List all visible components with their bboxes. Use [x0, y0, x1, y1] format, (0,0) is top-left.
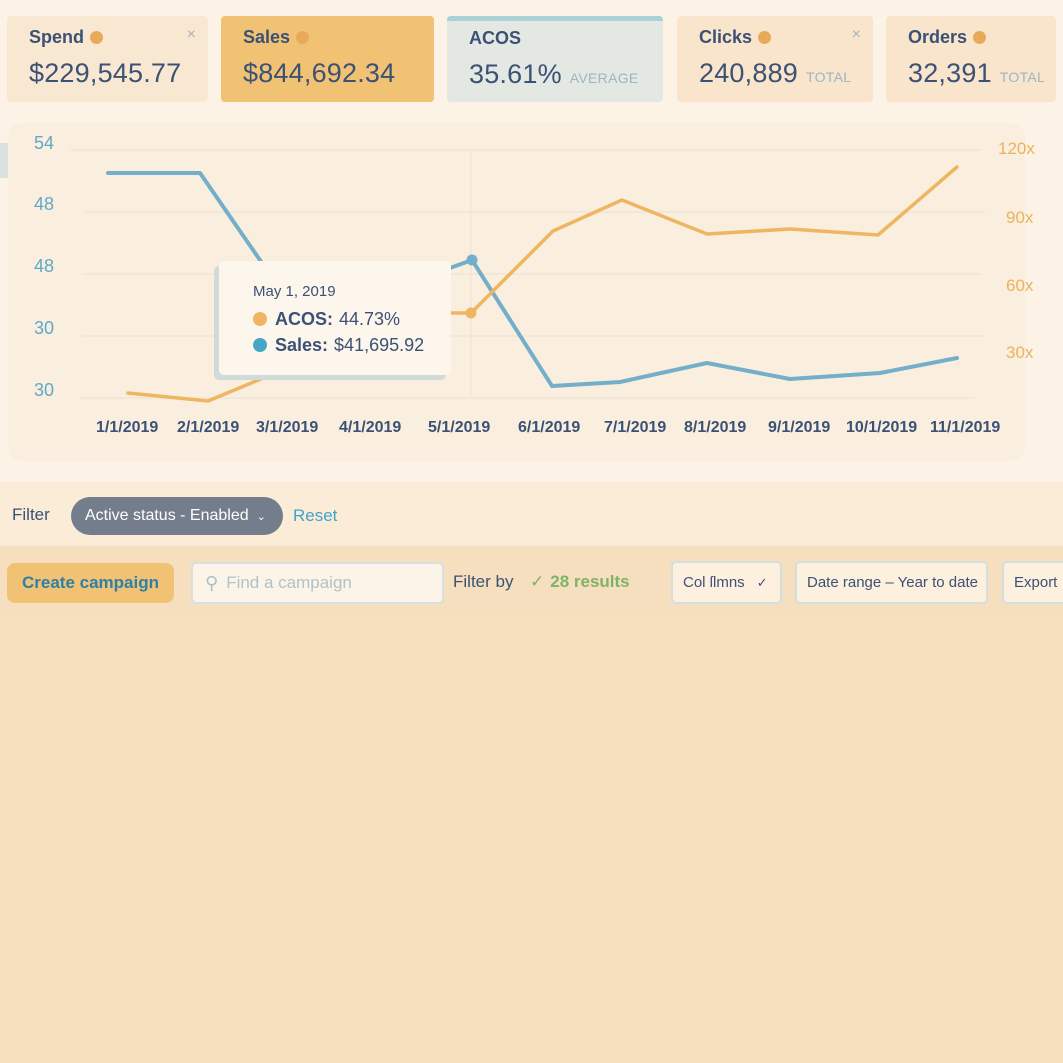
columns-button[interactable]: Col ſlmns ✓ — [671, 561, 782, 604]
metric-suffix: TOTAL — [806, 69, 852, 85]
y-left-tick: 30 — [34, 318, 55, 338]
metric-suffix: TOTAL — [999, 69, 1046, 85]
sales-line — [106, 171, 959, 388]
acos-legend-dot-icon — [253, 312, 267, 326]
date-range-button[interactable]: Date range – Year to date — [795, 561, 988, 604]
close-icon[interactable]: × — [186, 26, 196, 43]
metric-value: $844,692.34 — [243, 58, 396, 88]
y-left-tick: 48 — [34, 194, 55, 214]
metric-card-clicks[interactable]: Clicks 240,889 TOTAL × — [677, 16, 873, 102]
metric-card-orders[interactable]: Orders 32,391 TOTAL — [886, 16, 1056, 102]
export-button[interactable]: Export — [1002, 561, 1063, 604]
x-tick: 4/1/2019 — [339, 419, 402, 436]
metric-label: ACOS — [469, 27, 522, 48]
tooltip-date: May 1, 2019 — [253, 283, 336, 300]
search-icon: ⚲ — [205, 572, 219, 593]
metric-card-acos[interactable]: ACOS 35.61% AVERAGE — [447, 16, 663, 102]
status-dot-icon — [90, 30, 104, 44]
tooltip-label: Sales: — [275, 334, 329, 355]
gridlines — [70, 149, 985, 399]
status-dot-icon — [296, 30, 310, 44]
close-icon[interactable]: × — [851, 26, 861, 43]
sales-legend-dot-icon — [253, 338, 267, 352]
date-range-label: Date range – Year to date — [807, 574, 978, 591]
metric-card-spend[interactable]: Spend $229,545.77 × — [7, 16, 208, 102]
create-campaign-button[interactable]: Create campaign — [7, 563, 174, 603]
chevron-down-icon: ⌄ — [256, 510, 266, 523]
y-left-tick: 30 — [34, 380, 55, 400]
x-tick: 11/1/2019 — [930, 419, 1001, 436]
metric-label: Spend — [29, 26, 85, 47]
status-dot-icon — [973, 30, 987, 44]
tooltip-value: $41,695.92 — [334, 334, 425, 355]
y-right-tick: 90x — [1006, 208, 1034, 227]
export-label: Export — [1014, 574, 1058, 591]
filter-by-label[interactable]: Filter by — [453, 572, 514, 591]
metric-value: 35.61% — [469, 59, 562, 89]
acos-point-marker — [465, 307, 477, 319]
check-icon: ✓ — [530, 572, 545, 591]
reset-link[interactable]: Reset — [293, 506, 338, 525]
tooltip-row-sales: Sales: $41,695.92 — [253, 332, 451, 358]
columns-label: Col ſlmns — [683, 574, 745, 591]
acos-line — [126, 165, 959, 403]
results-count: ✓ 28 results — [530, 572, 630, 592]
metric-value: 32,391 — [908, 58, 992, 88]
sales-point-marker — [466, 254, 478, 266]
filter-pill-label: Active status - Enabled — [85, 507, 249, 524]
y-right-tick: 60x — [1006, 276, 1034, 295]
x-tick: 2/1/2019 — [177, 419, 240, 436]
check-icon: ✓ — [756, 574, 768, 590]
x-tick: 7/1/2019 — [604, 419, 667, 436]
x-tick: 9/1/2019 — [768, 419, 831, 436]
x-tick: 1/1/2019 — [96, 419, 159, 436]
metric-label: Clicks — [699, 26, 753, 47]
status-dot-icon — [758, 30, 772, 44]
filter-label: Filter — [12, 505, 50, 524]
search-input[interactable] — [226, 573, 427, 593]
y-right-tick: 120x — [998, 139, 1035, 158]
line-chart[interactable] — [0, 0, 1063, 482]
chart-tooltip: May 1, 2019 ACOS: 44.73% Sales: $41,695.… — [219, 261, 451, 375]
metric-value: 240,889 — [699, 58, 798, 88]
metric-value: $229,545.77 — [29, 58, 182, 88]
active-status-filter-pill[interactable]: Active status - Enabled ⌄ — [71, 497, 283, 535]
x-tick: 5/1/2019 — [428, 419, 491, 436]
table-area — [0, 616, 1063, 1063]
tooltip-row-acos: ACOS: 44.73% — [253, 306, 451, 332]
x-tick: 6/1/2019 — [518, 419, 581, 436]
tooltip-label: ACOS: — [275, 308, 333, 329]
search-campaign-field[interactable]: ⚲ — [191, 562, 444, 604]
metric-card-sales[interactable]: Sales $844,692.34 — [221, 16, 434, 102]
y-left-tick: 48 — [34, 256, 55, 276]
y-left-tick: 54 — [34, 133, 55, 153]
x-tick: 8/1/2019 — [684, 419, 747, 436]
tooltip-value: 44.73% — [339, 308, 401, 329]
x-tick: 10/1/2019 — [846, 419, 918, 436]
y-right-tick: 30x — [1006, 343, 1034, 362]
chart-panel — [8, 123, 1025, 461]
metric-suffix: AVERAGE — [569, 70, 639, 86]
results-label: 28 results — [550, 572, 630, 591]
metric-label: Sales — [243, 26, 291, 47]
metric-label: Orders — [908, 26, 968, 47]
side-tab[interactable] — [0, 143, 8, 178]
x-tick: 3/1/2019 — [256, 419, 319, 436]
